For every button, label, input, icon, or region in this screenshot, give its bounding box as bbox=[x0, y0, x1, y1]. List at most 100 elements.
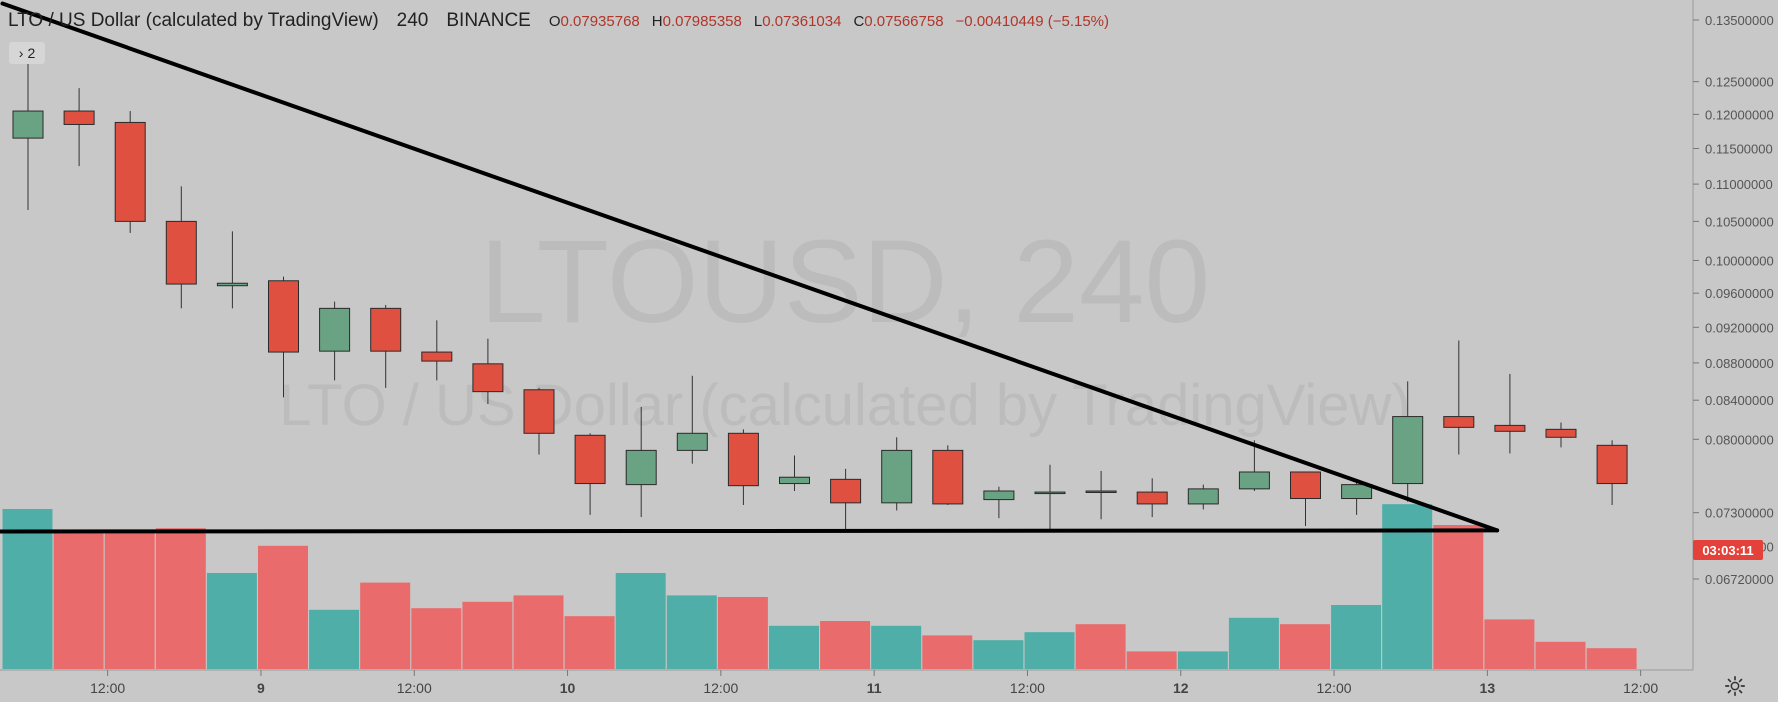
candle bbox=[1494, 373, 1526, 454]
candle bbox=[12, 59, 44, 211]
candle bbox=[421, 320, 453, 381]
candle bbox=[1596, 440, 1628, 506]
candle bbox=[1187, 484, 1219, 510]
volume-bar bbox=[513, 595, 564, 669]
low-key: L bbox=[753, 13, 763, 30]
candles bbox=[12, 59, 1628, 533]
candle bbox=[1238, 440, 1270, 492]
time-tick-label: 12:00 bbox=[1010, 680, 1045, 696]
volume-bar bbox=[309, 609, 360, 669]
volume-bar bbox=[1126, 651, 1177, 669]
volume-bar bbox=[769, 625, 819, 669]
volume-bar bbox=[462, 601, 513, 669]
volume-bar bbox=[360, 582, 411, 669]
volume-bar bbox=[1535, 641, 1586, 669]
candle bbox=[1443, 340, 1475, 455]
price-tick-label: 0.08400000 bbox=[1705, 393, 1774, 408]
candle bbox=[1085, 470, 1117, 520]
price-tick-label: 0.10500000 bbox=[1705, 214, 1774, 229]
candle bbox=[1341, 479, 1373, 515]
price-tick-label: 0.08800000 bbox=[1705, 356, 1774, 371]
candle-body bbox=[472, 363, 504, 393]
time-tick-label: 12:00 bbox=[1317, 680, 1352, 696]
descending-trendline[interactable] bbox=[0, 1, 1500, 533]
candle bbox=[1392, 381, 1424, 502]
volume-bar bbox=[1331, 605, 1382, 669]
volume-bar bbox=[206, 573, 257, 669]
candle-body bbox=[1545, 428, 1577, 438]
time-axis[interactable]: 12:00 9 12:00 10 12:00 11 12:00 12 12:00 13 12:00 bbox=[90, 670, 1658, 696]
candle-body bbox=[12, 110, 44, 139]
candle bbox=[1034, 464, 1066, 530]
candle bbox=[830, 468, 862, 533]
volume-bar bbox=[1177, 651, 1228, 669]
candle bbox=[881, 437, 913, 511]
price-tick-label: 0.06720000 bbox=[1705, 572, 1774, 587]
candle bbox=[319, 301, 351, 381]
volume-bar bbox=[411, 608, 462, 669]
trendlines[interactable] bbox=[0, 1, 1500, 534]
exchange-label: BINANCE bbox=[446, 10, 531, 31]
candle-body bbox=[1187, 488, 1219, 505]
high-key: H bbox=[651, 13, 663, 30]
candle bbox=[165, 186, 197, 309]
candle bbox=[983, 486, 1015, 519]
volume-bar bbox=[922, 635, 973, 669]
volume-bar bbox=[1586, 648, 1637, 669]
indicators-count: 2 bbox=[27, 45, 36, 61]
candle bbox=[63, 88, 95, 167]
candle-body bbox=[319, 307, 351, 352]
candle-body bbox=[727, 432, 759, 487]
volume-bar bbox=[973, 640, 1024, 669]
volume-bar bbox=[2, 509, 53, 669]
ohlc-close: C0.07566758 bbox=[853, 13, 943, 30]
candle-body bbox=[370, 307, 402, 352]
volume-bar bbox=[1228, 617, 1279, 669]
candle bbox=[1545, 422, 1577, 448]
symbol-title[interactable]: LTO / US Dollar (calculated by TradingVi… bbox=[8, 10, 379, 31]
chevron-right-icon: › bbox=[18, 45, 24, 61]
candle bbox=[523, 387, 555, 455]
candle bbox=[932, 445, 964, 506]
price-tick-label: 0.10000000 bbox=[1705, 253, 1774, 268]
support-trendline[interactable] bbox=[0, 528, 1500, 534]
candle bbox=[472, 338, 504, 405]
volume-bar bbox=[1024, 632, 1075, 669]
watermark-symbol: LTOUSD, 240 bbox=[480, 216, 1210, 348]
candle-body bbox=[1034, 491, 1066, 495]
price-tick-label: 0.07300000 bbox=[1705, 506, 1774, 521]
candle-body bbox=[1238, 471, 1270, 490]
price-axis[interactable]: 0.13500000 0.12500000 0.12000000 0.11500000… bbox=[1693, 13, 1774, 587]
gear-icon[interactable] bbox=[1724, 675, 1746, 697]
volume-bar bbox=[104, 531, 155, 669]
candle-body bbox=[625, 449, 657, 486]
time-tick-label: 13 bbox=[1480, 680, 1496, 696]
candle-body bbox=[830, 478, 862, 504]
price-tick-label: 0.12500000 bbox=[1705, 75, 1774, 90]
price-tick-label: 0.08000000 bbox=[1705, 432, 1774, 447]
interval-label[interactable]: 240 bbox=[396, 10, 429, 31]
candle bbox=[1136, 478, 1168, 518]
close-key: C bbox=[853, 13, 865, 30]
candle-body bbox=[165, 220, 197, 285]
candle bbox=[268, 276, 299, 398]
price-tick-label: 0.11500000 bbox=[1705, 141, 1773, 156]
candle bbox=[625, 406, 657, 518]
candle-body bbox=[1596, 444, 1628, 485]
close-value: 0.07566758 bbox=[864, 13, 944, 30]
candle bbox=[676, 375, 708, 464]
candle bbox=[216, 231, 248, 309]
candle-body bbox=[114, 121, 146, 222]
volume-bar bbox=[871, 625, 922, 669]
volume-bar bbox=[53, 531, 104, 669]
time-tick-label: 9 bbox=[257, 680, 265, 696]
indicators-toggle-button[interactable]: › 2 bbox=[9, 42, 45, 64]
time-tick-label: 12:00 bbox=[1623, 680, 1658, 696]
volume-bar bbox=[820, 621, 871, 669]
volume-bar bbox=[1075, 624, 1126, 669]
volume-bar bbox=[615, 573, 666, 669]
candle-body bbox=[881, 449, 913, 504]
candle-body bbox=[1290, 471, 1321, 500]
